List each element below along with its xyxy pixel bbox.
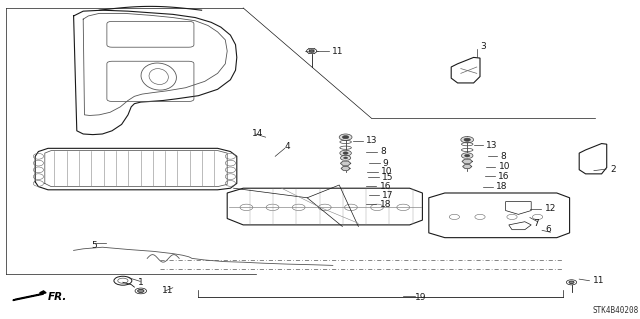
Text: STK4B40208: STK4B40208 — [593, 306, 639, 315]
Circle shape — [340, 155, 351, 160]
Text: 8: 8 — [380, 147, 386, 156]
Text: 16: 16 — [380, 182, 391, 191]
Text: 3: 3 — [480, 42, 486, 51]
Circle shape — [569, 281, 574, 284]
Text: 1: 1 — [138, 278, 143, 287]
Text: 13: 13 — [366, 137, 378, 145]
Text: 10: 10 — [381, 167, 393, 176]
Text: 14: 14 — [252, 130, 264, 138]
Text: 7: 7 — [533, 219, 539, 228]
Polygon shape — [341, 167, 350, 170]
Text: 18: 18 — [380, 200, 391, 209]
Circle shape — [340, 150, 351, 156]
Text: 13: 13 — [486, 141, 497, 150]
Circle shape — [309, 50, 314, 52]
Polygon shape — [340, 161, 351, 166]
Text: 6: 6 — [545, 225, 551, 234]
Polygon shape — [13, 291, 46, 300]
Text: 11: 11 — [593, 276, 604, 285]
Circle shape — [138, 289, 144, 293]
Text: FR.: FR. — [48, 292, 67, 302]
Circle shape — [461, 153, 473, 159]
Text: 8: 8 — [500, 152, 506, 161]
Text: 15: 15 — [382, 173, 394, 182]
Text: 4: 4 — [285, 142, 291, 151]
Text: 11: 11 — [332, 47, 344, 56]
Circle shape — [465, 154, 470, 157]
Polygon shape — [463, 165, 472, 168]
Text: 18: 18 — [496, 182, 508, 191]
Text: 12: 12 — [545, 204, 556, 213]
Polygon shape — [462, 159, 472, 164]
Circle shape — [343, 152, 348, 154]
Text: 9: 9 — [383, 159, 388, 167]
Circle shape — [342, 136, 349, 139]
Circle shape — [464, 138, 470, 141]
Circle shape — [344, 157, 348, 159]
Text: 5: 5 — [92, 241, 97, 250]
Text: 11: 11 — [162, 286, 173, 295]
Circle shape — [339, 134, 352, 140]
Text: 16: 16 — [498, 172, 509, 181]
Text: 10: 10 — [499, 162, 510, 171]
Text: 19: 19 — [415, 293, 426, 302]
Circle shape — [461, 137, 474, 143]
Text: 17: 17 — [382, 191, 394, 200]
Text: 2: 2 — [610, 165, 616, 174]
